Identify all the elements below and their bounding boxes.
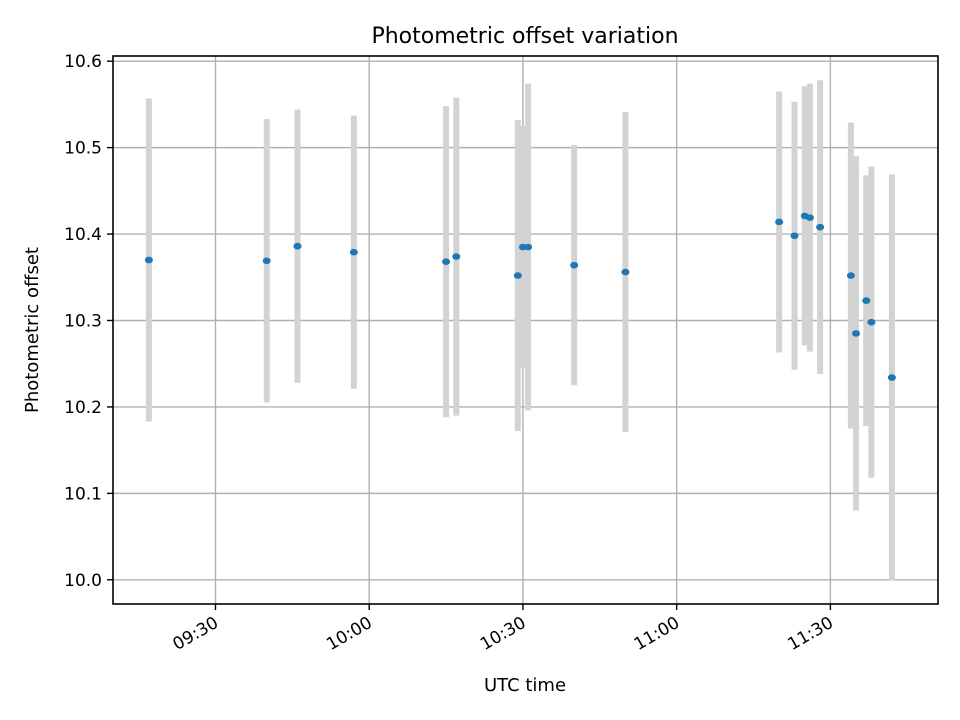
data-point [621,268,630,276]
errorbars [145,80,895,581]
x-tick-label: 11:30 [784,613,836,655]
x-tick-label: 11:00 [631,613,683,655]
y-tick-label: 10.2 [64,398,102,418]
x-tick-label: 10:00 [323,613,375,655]
y-tick-label: 10.6 [64,52,102,72]
y-tick-label: 10.0 [64,571,102,591]
x-axis-label: UTC time [484,675,566,696]
data-point [442,258,451,266]
x-tick-label: 09:30 [170,613,222,655]
y-tick-label: 10.3 [64,311,102,331]
data-point [846,272,855,279]
data-point [775,218,784,226]
y-tick-label: 10.4 [64,225,102,245]
y-axis-ticks: 10.0 10.1 10.2 10.3 10.4 10.5 10.6 [64,52,113,591]
x-tick-label: 10:30 [477,613,529,655]
data-point [293,242,302,250]
data-point [867,318,876,326]
data-point [452,253,461,260]
y-tick-label: 10.5 [64,139,102,159]
data-point [852,330,861,337]
data-point [524,243,533,251]
data-point [790,232,799,240]
y-tick-label: 10.1 [64,484,102,504]
chart-title: Photometric offset variation [371,24,678,49]
y-axis-label: Photometric offset [22,247,43,413]
data-point [887,374,896,381]
data-point [862,297,871,304]
plot-frame [112,55,939,605]
data-points [144,212,896,381]
data-point [570,261,579,269]
data-point [144,256,153,264]
data-point [262,257,271,265]
data-point [805,214,814,221]
data-point [513,272,522,279]
data-point [816,223,825,231]
data-point [349,248,358,256]
x-axis-ticks: 09:30 10:00 10:30 11:00 11:30 [170,604,837,655]
